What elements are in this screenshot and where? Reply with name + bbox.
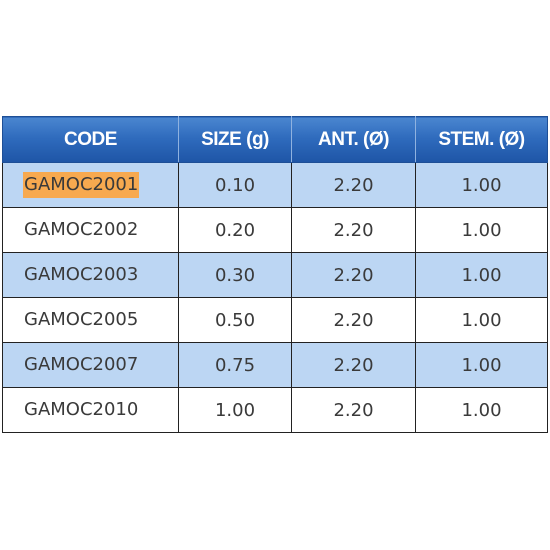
code-cell: GAMOC2010 xyxy=(2,387,179,433)
size-cell: 0.75 xyxy=(178,342,292,388)
table-row: GAMOC2007 0.75 2.20 1.00 xyxy=(2,342,548,388)
code-cell: GAMOC2001 xyxy=(2,162,179,208)
size-cell: 0.30 xyxy=(178,252,292,298)
ant-cell: 2.20 xyxy=(291,297,416,343)
stem-cell: 1.00 xyxy=(415,162,548,208)
ant-cell: 2.20 xyxy=(291,342,416,388)
code-cell: GAMOC2002 xyxy=(2,207,179,253)
code-cell: GAMOC2007 xyxy=(2,342,179,388)
code-cell: GAMOC2005 xyxy=(2,297,179,343)
size-cell: 1.00 xyxy=(178,387,292,433)
table-row: GAMOC2010 1.00 2.20 1.00 xyxy=(2,387,548,433)
stem-cell: 1.00 xyxy=(415,207,548,253)
header-ant: ANT. (Ø) xyxy=(291,116,416,163)
code-text: GAMOC2005 xyxy=(24,309,139,330)
table-row: GAMOC2005 0.50 2.20 1.00 xyxy=(2,297,548,343)
header-stem: STEM. (Ø) xyxy=(415,116,548,163)
code-text: GAMOC2007 xyxy=(24,354,139,375)
code-cell: GAMOC2003 xyxy=(2,252,179,298)
header-row: CODE SIZE (g) ANT. (Ø) STEM. (Ø) xyxy=(2,116,548,163)
table-row: GAMOC2003 0.30 2.20 1.00 xyxy=(2,252,548,298)
header-size: SIZE (g) xyxy=(178,116,292,163)
spec-table: CODE SIZE (g) ANT. (Ø) STEM. (Ø) GAMOC20… xyxy=(2,116,548,433)
ant-cell: 2.20 xyxy=(291,162,416,208)
stem-cell: 1.00 xyxy=(415,342,548,388)
table-row: GAMOC2002 0.20 2.20 1.00 xyxy=(2,207,548,253)
size-cell: 0.10 xyxy=(178,162,292,208)
header-code: CODE xyxy=(2,116,179,163)
code-text: GAMOC2010 xyxy=(24,399,139,420)
table-row: GAMOC2001 0.10 2.20 1.00 xyxy=(2,162,548,208)
ant-cell: 2.20 xyxy=(291,252,416,298)
size-cell: 0.20 xyxy=(178,207,292,253)
stem-cell: 1.00 xyxy=(415,252,548,298)
ant-cell: 2.20 xyxy=(291,207,416,253)
ant-cell: 2.20 xyxy=(291,387,416,433)
code-text: GAMOC2003 xyxy=(24,264,139,285)
stem-cell: 1.00 xyxy=(415,297,548,343)
stem-cell: 1.00 xyxy=(415,387,548,433)
code-text: GAMOC2002 xyxy=(24,219,139,240)
code-text-highlighted: GAMOC2001 xyxy=(23,172,140,198)
size-cell: 0.50 xyxy=(178,297,292,343)
